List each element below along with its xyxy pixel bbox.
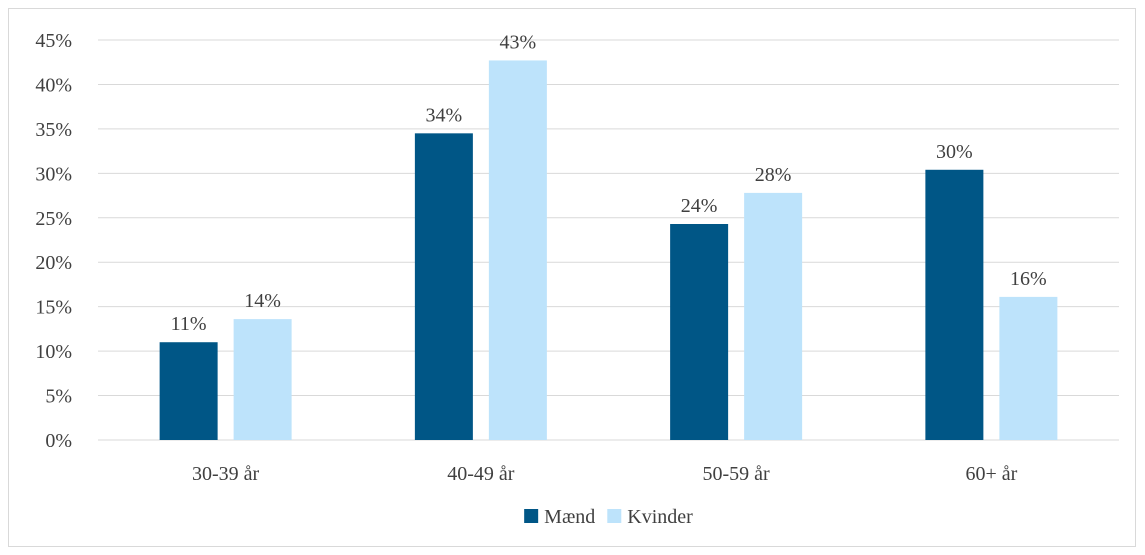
y-tick-label: 35% xyxy=(35,119,72,141)
bar-kvinder xyxy=(999,296,1058,440)
data-label: 30% xyxy=(936,141,973,163)
data-label: 34% xyxy=(426,104,463,126)
bar-m-nd xyxy=(159,342,218,440)
y-tick-label: 5% xyxy=(45,386,72,408)
bar-kvinder xyxy=(488,60,547,440)
bar-m-nd xyxy=(414,133,473,441)
legend-swatch xyxy=(524,509,539,523)
legend-label: Kvinder xyxy=(627,506,693,528)
y-tick-label: 25% xyxy=(35,208,72,230)
data-label: 24% xyxy=(681,195,718,217)
x-category-label: 60+ år xyxy=(965,463,1017,485)
bar-kvinder xyxy=(744,192,803,440)
bar-m-nd xyxy=(670,224,729,440)
legend-swatch xyxy=(607,509,622,523)
x-category-label: 50-59 år xyxy=(703,463,771,485)
data-label: 16% xyxy=(1010,268,1047,290)
bar-kvinder xyxy=(233,319,292,440)
data-label: 11% xyxy=(171,313,207,335)
bar-m-nd xyxy=(925,169,984,440)
data-label: 43% xyxy=(500,31,537,53)
x-category-label: 40-49 år xyxy=(447,463,515,485)
y-tick-label: 30% xyxy=(35,163,72,185)
data-label: 28% xyxy=(755,164,792,186)
y-tick-label: 20% xyxy=(35,252,72,274)
legend-label: Mænd xyxy=(544,506,595,528)
y-tick-label: 40% xyxy=(35,74,72,96)
y-tick-label: 45% xyxy=(35,30,72,52)
y-tick-label: 0% xyxy=(45,430,72,452)
y-tick-label: 15% xyxy=(35,297,72,319)
y-tick-label: 10% xyxy=(35,341,72,363)
x-category-label: 30-39 år xyxy=(192,463,260,485)
data-label: 14% xyxy=(244,290,281,312)
